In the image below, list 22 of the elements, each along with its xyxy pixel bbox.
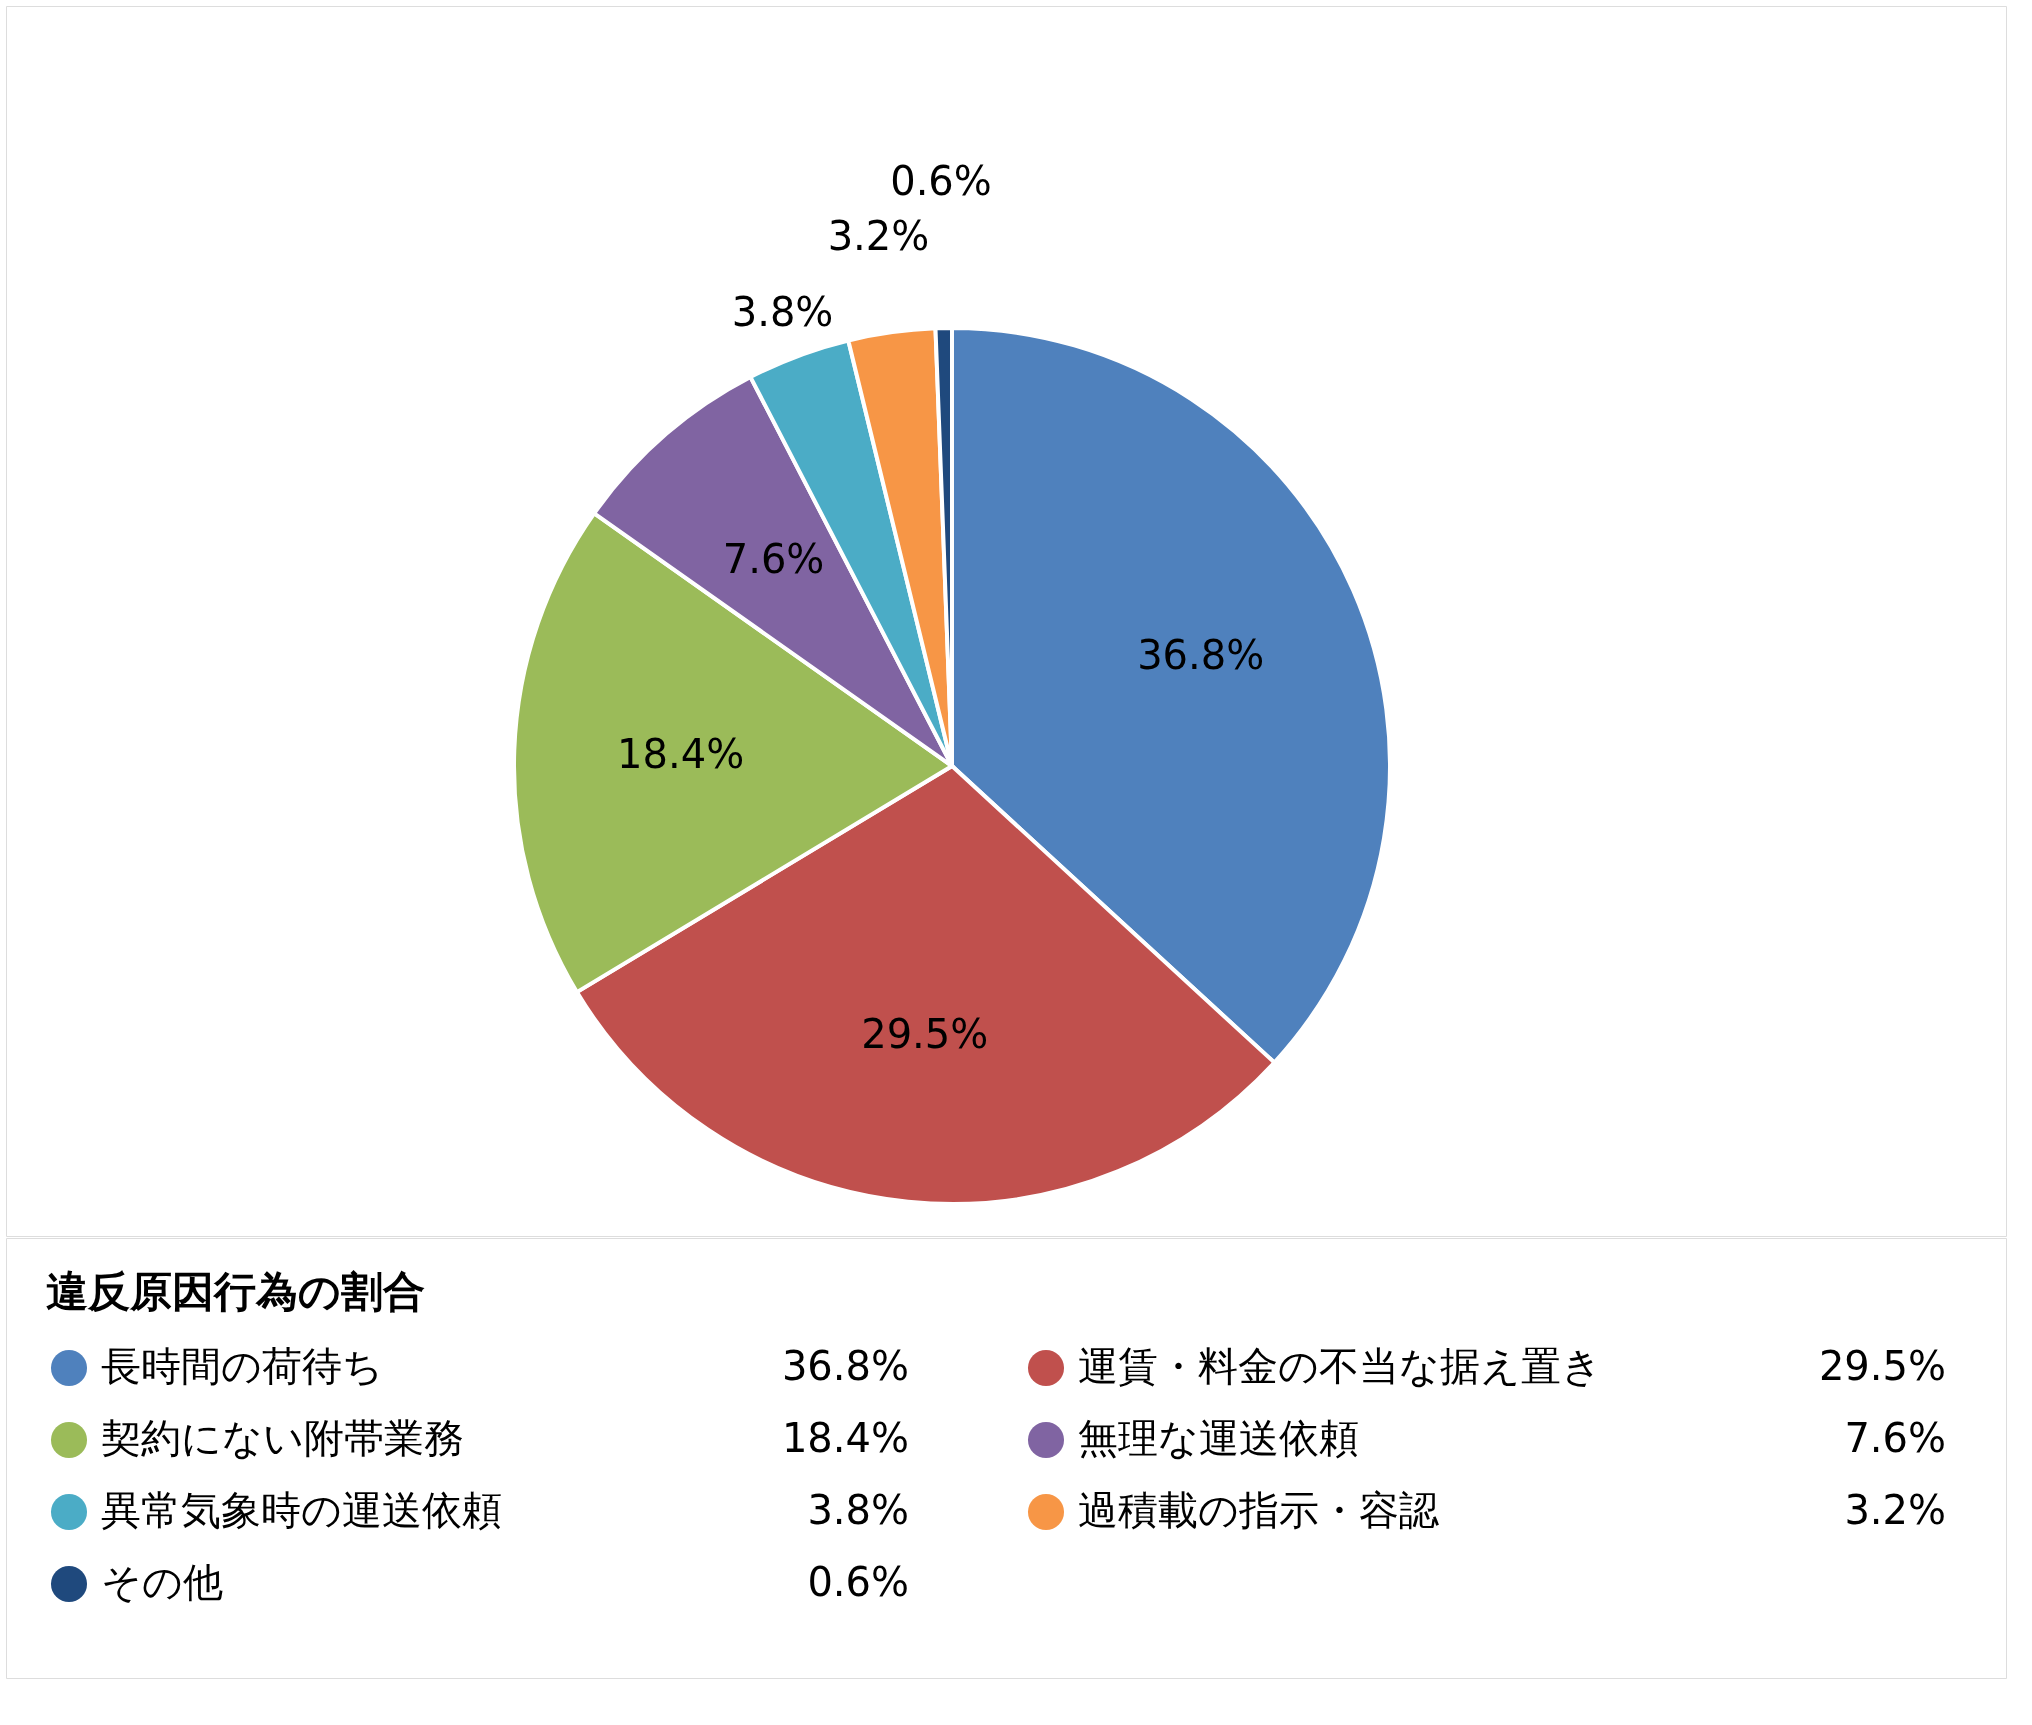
data-label: 18.4% bbox=[617, 731, 745, 778]
text: 0.6% bbox=[807, 1559, 909, 1605]
text: 18.4% bbox=[781, 1415, 909, 1461]
legend-label: 長時間の荷待ち bbox=[101, 1343, 383, 1389]
data-label: 0.6% bbox=[890, 158, 992, 205]
data-label: 36.8% bbox=[1137, 631, 1265, 678]
text: 3.2% bbox=[1844, 1487, 1946, 1533]
text: 36.8% bbox=[781, 1343, 909, 1389]
data-label: 7.6% bbox=[722, 536, 825, 583]
legend-title: 違反原因行為の割合 bbox=[46, 1267, 425, 1316]
legend-label: 異常気象時の運送依頼 bbox=[101, 1487, 502, 1533]
text: 3.8% bbox=[807, 1487, 909, 1533]
data-label: 3.8% bbox=[731, 288, 834, 335]
text: 29.5% bbox=[1818, 1343, 1946, 1389]
text: 7.6% bbox=[1844, 1415, 1946, 1461]
legend-label: 運賃・料金の不当な据え置き bbox=[1078, 1343, 1602, 1389]
data-label: 3.2% bbox=[827, 213, 930, 260]
legend-label: 過積載の指示・容認 bbox=[1078, 1487, 1439, 1533]
legend-label: 契約にない附帯業務 bbox=[101, 1415, 464, 1461]
legend-label: その他 bbox=[101, 1559, 223, 1605]
legend-label: 無理な運送依頼 bbox=[1078, 1415, 1359, 1461]
data-label: 29.5% bbox=[861, 1011, 989, 1058]
